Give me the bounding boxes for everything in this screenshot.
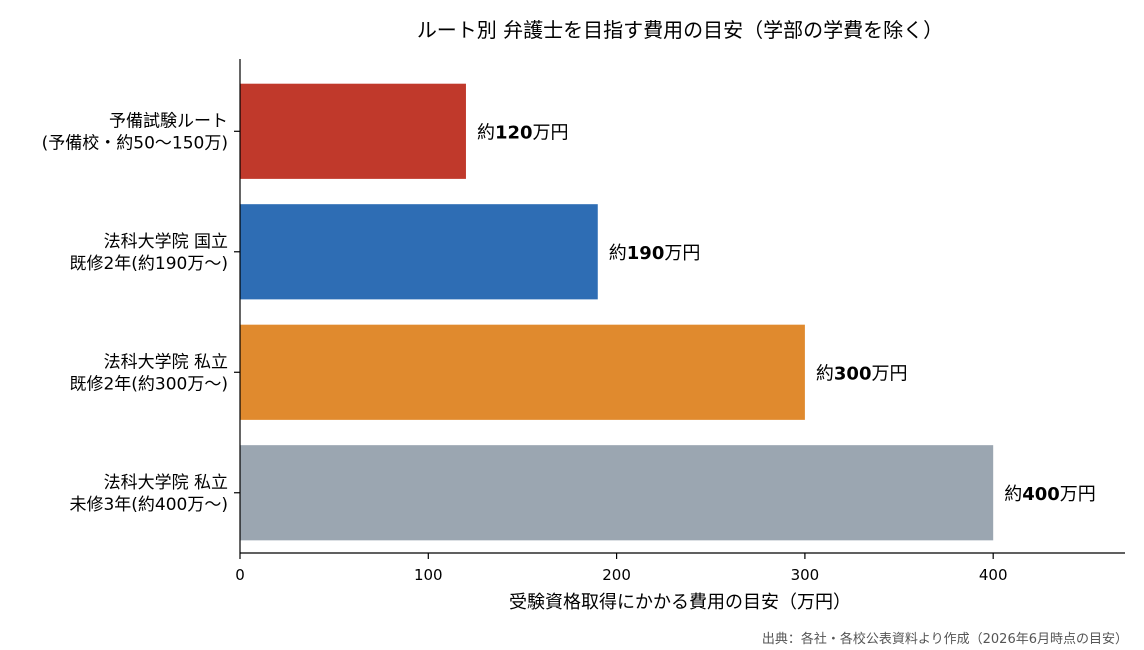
bar-1 [240,83,466,179]
chart-title: ルート別 弁護士を目指す費用の目安（学部の学費を除く） [417,18,943,42]
data-label-4: 約400万円 [1004,484,1096,505]
category-label: 未修3年(約400万〜) [69,495,228,515]
category-label: 法科大学院 国立 [104,232,228,252]
x-axis-label: 受験資格取得にかかる費用の目安（万円） [509,592,851,613]
x-tick-label: 200 [602,566,631,584]
category-label: 既修2年(約190万〜) [69,254,228,274]
x-tick-label: 300 [791,566,820,584]
category-label: (予備校・約50〜150万) [42,133,228,153]
x-tick-label: 100 [414,566,443,584]
data-label-2: 約190万円 [609,243,701,264]
category-label: 予備試験ルート [109,111,228,131]
x-tick-label: 0 [235,566,245,584]
data-label-1: 約120万円 [477,122,569,143]
source-note: 出典：各社・各校公表資料より作成（2026年6月時点の目安） [762,631,1128,647]
bar-3 [240,324,805,420]
bar-2 [240,204,598,300]
bar-4 [240,445,994,541]
data-label-3: 約300万円 [816,363,908,384]
x-tick-label: 400 [979,566,1008,584]
category-label: 法科大学院 私立 [104,352,228,372]
category-label: 既修2年(約300万〜) [69,374,228,394]
category-label: 法科大学院 私立 [104,473,228,493]
